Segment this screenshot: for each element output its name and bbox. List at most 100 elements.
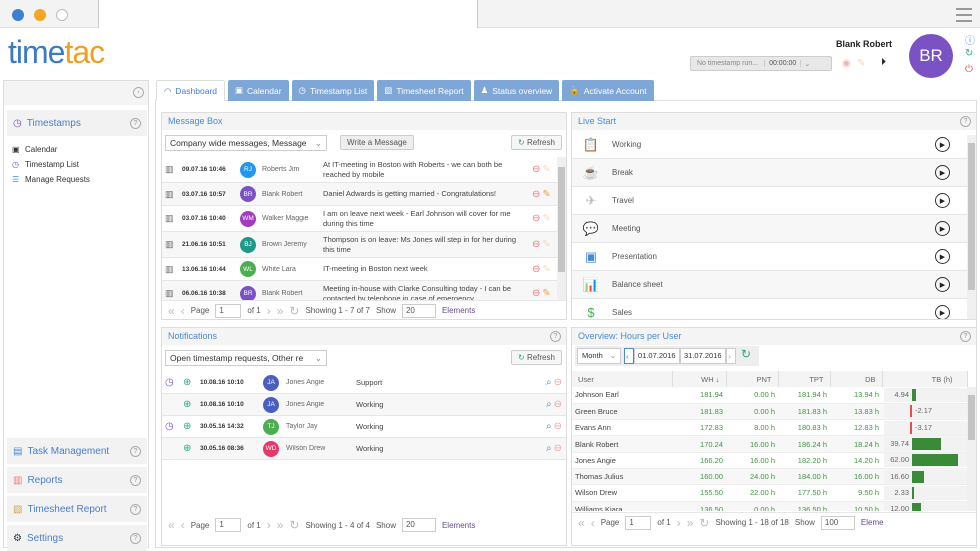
tab-dashboard[interactable]: ◠ Dashboard: [156, 80, 226, 101]
delete-icon[interactable]: ⊖: [532, 164, 541, 175]
message-row[interactable]: ▥ 03.07.16 10:40 WM Walker Maggie I am o…: [162, 206, 558, 232]
play-icon[interactable]: ▶: [935, 305, 950, 319]
table-row[interactable]: Thomas Julius 160.00 24.00 h 184.00 h 16…: [572, 468, 967, 486]
page-size-select[interactable]: 100: [820, 515, 855, 530]
browser-tab[interactable]: [98, 0, 478, 28]
next-period-button[interactable]: ›: [726, 348, 736, 364]
table-row[interactable]: Blank Robert 170.24 16.00 h 186.24 h 18.…: [572, 435, 967, 453]
delete-icon[interactable]: ⊖: [532, 213, 541, 224]
live-start-item[interactable]: 💬 Meeting ▶: [572, 215, 968, 243]
sidebar-item-manage-requests[interactable]: ☰ Manage Requests: [12, 175, 90, 184]
message-row[interactable]: ▥ 09.07.16 10:46 RJ Roberts Jim At IT-me…: [162, 157, 558, 183]
play-icon[interactable]: ▶: [935, 137, 950, 152]
write-message-button[interactable]: Write a Message: [340, 135, 414, 150]
search-icon[interactable]: ⌕: [546, 377, 552, 388]
table-row[interactable]: Jones Angie 166.20 16.00 h 182.20 h 14.2…: [572, 452, 967, 469]
page-input[interactable]: 1: [215, 518, 242, 532]
edit-icon[interactable]: ✎: [542, 288, 551, 299]
first-page-icon[interactable]: «: [168, 303, 175, 318]
message-row[interactable]: ▥ 13.06.16 10:44 WL White Lara IT-meetin…: [162, 258, 558, 281]
help-icon[interactable]: ⓘ: [965, 36, 975, 47]
notification-row[interactable]: ◷ ⊕ 10.08.16 10:10 JA Jones Angie Workin…: [162, 394, 566, 416]
refresh-icon[interactable]: ↻: [741, 347, 752, 361]
prev-page-icon[interactable]: ‹: [180, 303, 185, 318]
date-to-input[interactable]: 31.07.2016: [680, 348, 726, 364]
add-icon[interactable]: ⊕: [183, 443, 192, 454]
refresh-icon[interactable]: ↻: [965, 48, 974, 59]
message-row[interactable]: ▥ 06.06.16 10:38 BR Blank Robert Meeting…: [162, 281, 558, 300]
scrollbar[interactable]: [967, 135, 976, 319]
play-icon[interactable]: ▶: [935, 277, 950, 292]
sidebar-section-reports[interactable]: ▥ Reports?: [7, 467, 147, 493]
add-icon[interactable]: ⊕: [183, 399, 192, 410]
tab-calendar[interactable]: ▣ Calendar: [228, 80, 289, 101]
search-icon[interactable]: ⌕: [546, 443, 552, 454]
message-filter-select[interactable]: Company wide messages, Message ⌄: [165, 135, 327, 151]
tab-timesheet-report[interactable]: ▧ Timesheet Report: [377, 80, 471, 101]
delete-icon[interactable]: ⊖: [532, 239, 541, 250]
help-icon[interactable]: ?: [130, 503, 141, 515]
table-row[interactable]: Green Bruce 181.83 0.00 h 181.83 h 13.83…: [572, 403, 967, 421]
table-row[interactable]: Williams Kiara 136.50 0.00 h 136.50 h 10…: [572, 501, 967, 511]
page-size-select[interactable]: 20: [401, 518, 436, 532]
notification-row[interactable]: ◷ ⊕ 30.05.16 08:36 WD Wilson Drew Workin…: [162, 438, 566, 460]
date-from-input[interactable]: 01.07.2016: [634, 348, 680, 364]
next-page-icon[interactable]: ›: [266, 303, 271, 318]
prev-page-icon[interactable]: ‹: [180, 518, 185, 532]
message-row[interactable]: ▥ 03.07.16 10:57 BR Blank Robert Daniel …: [162, 183, 558, 206]
period-select[interactable]: Month ⌄: [577, 348, 621, 364]
prev-period-button[interactable]: ‹: [624, 348, 634, 364]
last-page-icon[interactable]: »: [276, 518, 284, 532]
table-row[interactable]: Johnson Earl 181.94 0.00 h 181.94 h 13.9…: [572, 387, 967, 404]
note-icon[interactable]: ✎: [857, 58, 866, 69]
first-page-icon[interactable]: «: [168, 518, 175, 532]
window-minimize-dot[interactable]: [34, 9, 46, 21]
edit-icon[interactable]: ✎: [542, 188, 551, 200]
add-icon[interactable]: ⊕: [183, 421, 192, 432]
page-input[interactable]: 1: [215, 303, 242, 318]
tab-status-overview[interactable]: ♟ Status overview: [473, 80, 560, 101]
help-icon[interactable]: ?: [130, 532, 141, 544]
sidebar-section-task-management[interactable]: ▤ Task Management?: [7, 438, 147, 464]
tab-timestamp-list[interactable]: ◷ Timestamp List: [291, 80, 375, 101]
stop-icon[interactable]: ◉: [842, 58, 851, 69]
play-icon[interactable]: ▶: [935, 165, 950, 180]
reload-icon[interactable]: ↻: [289, 518, 300, 532]
window-maximize-dot[interactable]: [56, 9, 68, 21]
live-start-item[interactable]: ▣ Presentation ▶: [572, 243, 968, 271]
live-start-item[interactable]: $ Sales ▶: [572, 299, 968, 319]
refresh-button[interactable]: ↻ Refresh: [511, 135, 562, 150]
reload-icon[interactable]: ↻: [289, 303, 300, 318]
help-icon[interactable]: ?: [960, 331, 971, 342]
scrollbar[interactable]: [967, 387, 976, 511]
search-icon[interactable]: ⌕: [546, 399, 552, 410]
play-icon[interactable]: ▶: [935, 221, 950, 236]
chevron-down-icon[interactable]: ⌄: [804, 60, 811, 68]
notification-row[interactable]: ◷ ⊕ 10.08.16 10:10 JA Jones Angie Suppor…: [162, 372, 566, 394]
edit-icon[interactable]: ✎: [542, 263, 551, 275]
help-icon[interactable]: ?: [960, 116, 971, 127]
prev-page-icon[interactable]: ‹: [590, 515, 595, 530]
live-start-item[interactable]: 📋 Working ▶: [572, 131, 968, 159]
help-icon[interactable]: ?: [130, 445, 141, 457]
page-size-select[interactable]: 20: [401, 303, 436, 318]
menu-icon[interactable]: [956, 8, 972, 22]
play-icon[interactable]: ⏵: [881, 57, 886, 68]
column-header[interactable]: WH ↓: [672, 371, 727, 387]
scrollbar[interactable]: [557, 157, 566, 300]
live-start-item[interactable]: ✈ Travel ▶: [572, 187, 968, 215]
live-start-item[interactable]: 📊 Balance sheet ▶: [572, 271, 968, 299]
edit-icon[interactable]: ✎: [542, 213, 551, 224]
edit-icon[interactable]: ✎: [542, 164, 551, 175]
help-icon[interactable]: ?: [550, 331, 561, 342]
column-header[interactable]: User: [572, 371, 673, 387]
help-icon[interactable]: ?: [130, 474, 141, 486]
last-page-icon[interactable]: »: [276, 303, 284, 318]
refresh-button[interactable]: ↻ Refresh: [511, 350, 562, 365]
play-icon[interactable]: ▶: [935, 193, 950, 208]
sidebar-item-calendar[interactable]: ▣ Calendar: [12, 145, 57, 154]
add-icon[interactable]: ⊕: [183, 377, 192, 388]
delete-icon[interactable]: ⊖: [553, 443, 562, 454]
last-page-icon[interactable]: »: [686, 515, 694, 530]
column-header[interactable]: TPT: [778, 371, 831, 387]
